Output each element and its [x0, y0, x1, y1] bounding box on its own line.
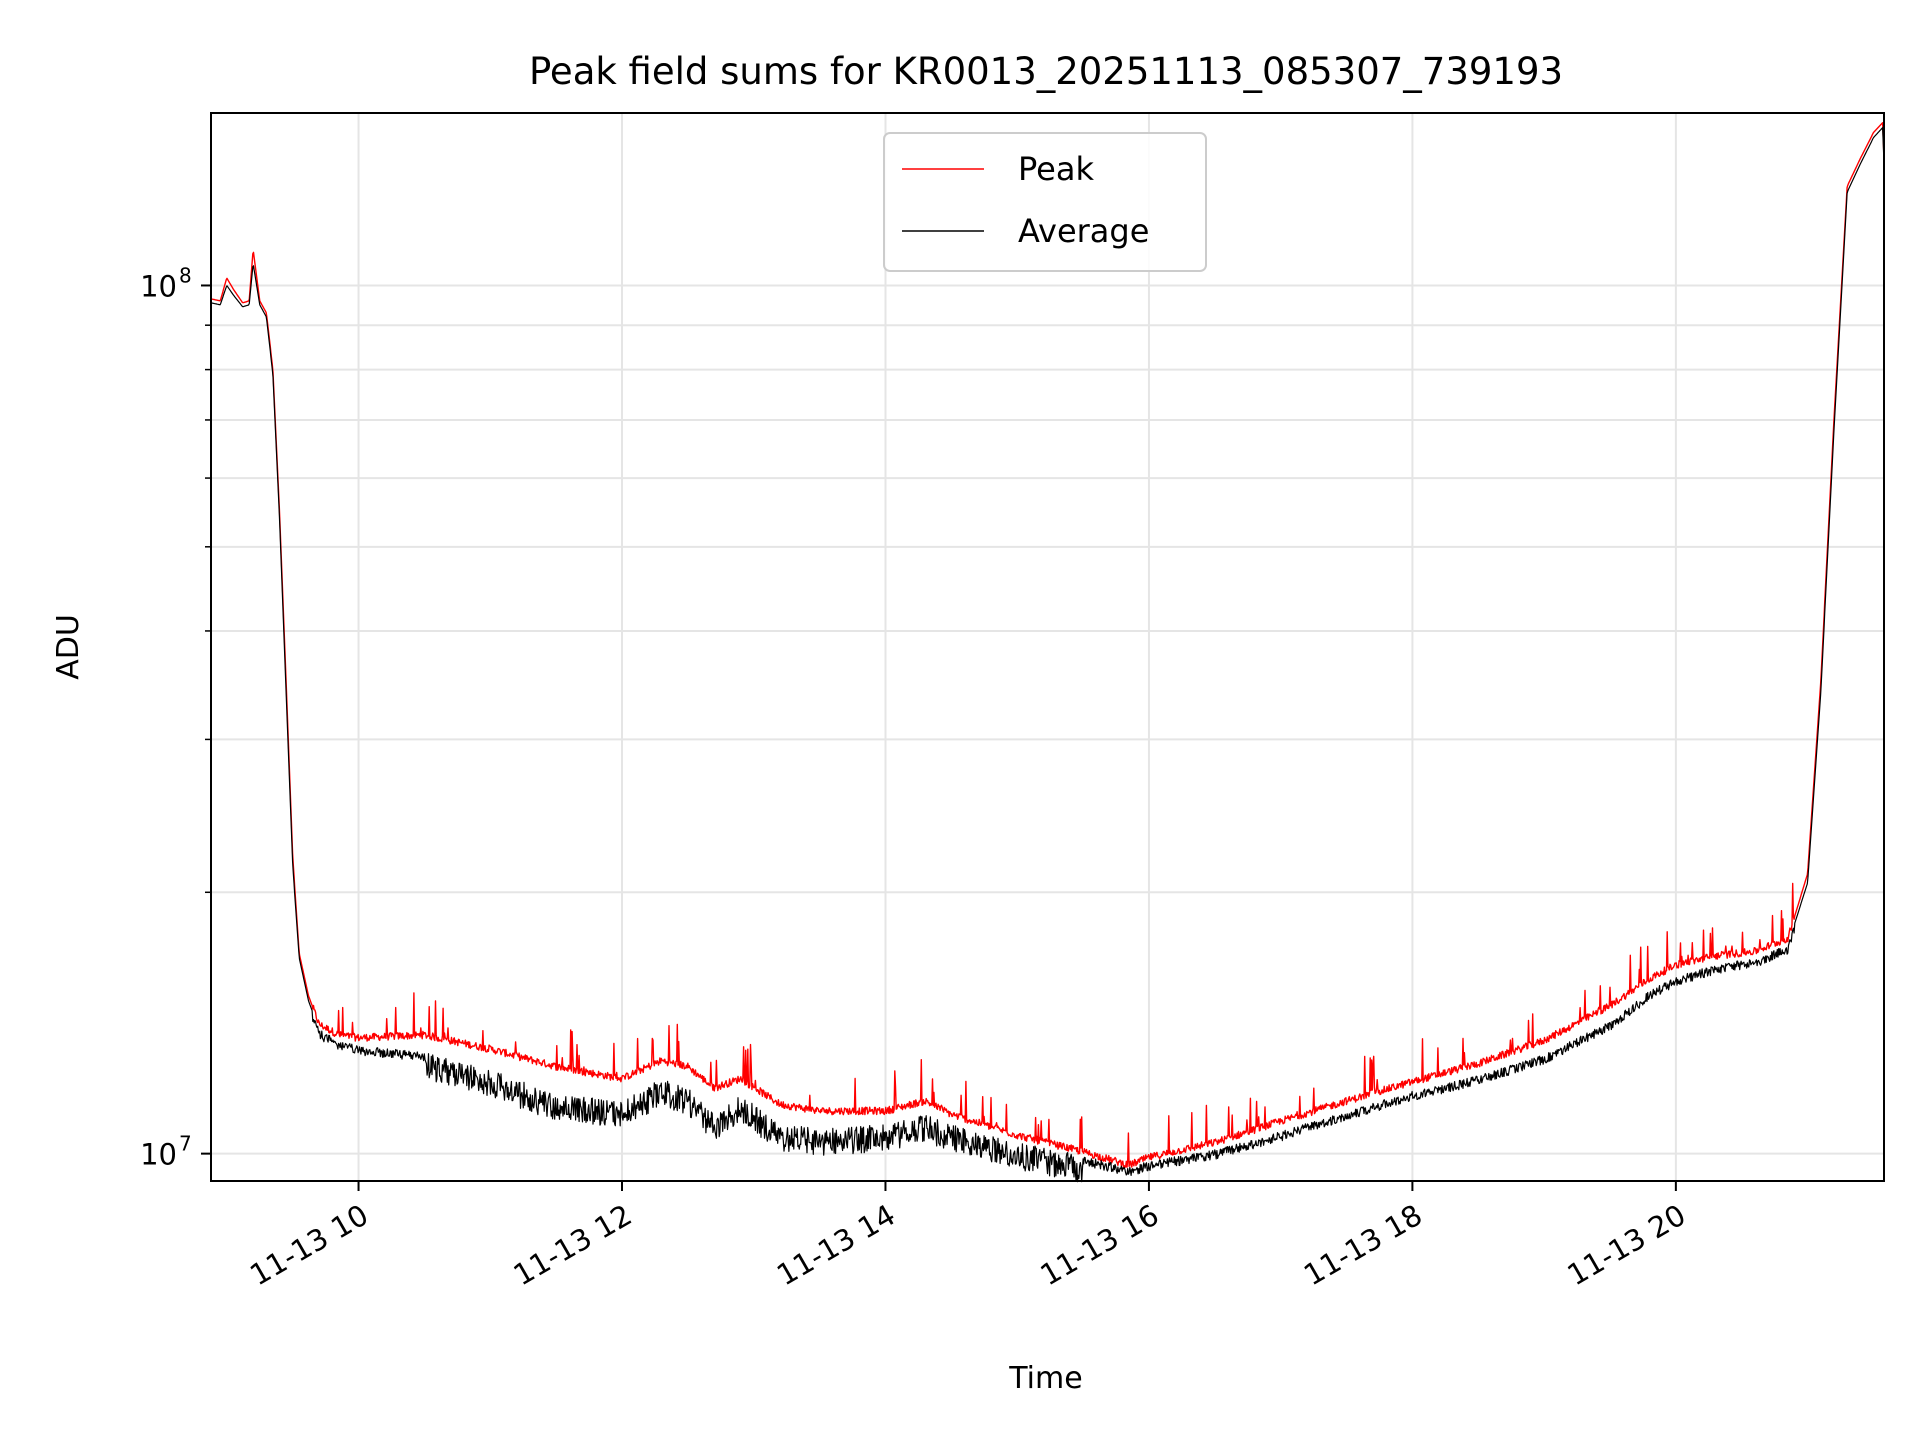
- y-tick-label: 10: [140, 269, 177, 303]
- grid-layer: [211, 113, 1884, 1181]
- series-layer: [210, 122, 1885, 1183]
- series-line-peak: [210, 122, 1885, 1168]
- y-tick-exponent: 7: [179, 1132, 192, 1156]
- legend: Peak Average: [883, 132, 1207, 272]
- legend-label-average: Average: [1018, 212, 1149, 250]
- y-axis-label: ADU: [51, 614, 86, 680]
- y-tick-label: 10: [140, 1138, 177, 1172]
- y-tick-exponent: 8: [179, 263, 192, 287]
- legend-box: [883, 132, 1207, 272]
- chart-title: Peak field sums for KR0013_20251113_0853…: [529, 50, 1563, 93]
- series-line-average: [210, 127, 1885, 1183]
- x-axis-label: Time: [1008, 1361, 1082, 1396]
- plot-frame: [210, 112, 1885, 1182]
- legend-label-peak: Peak: [1018, 150, 1094, 188]
